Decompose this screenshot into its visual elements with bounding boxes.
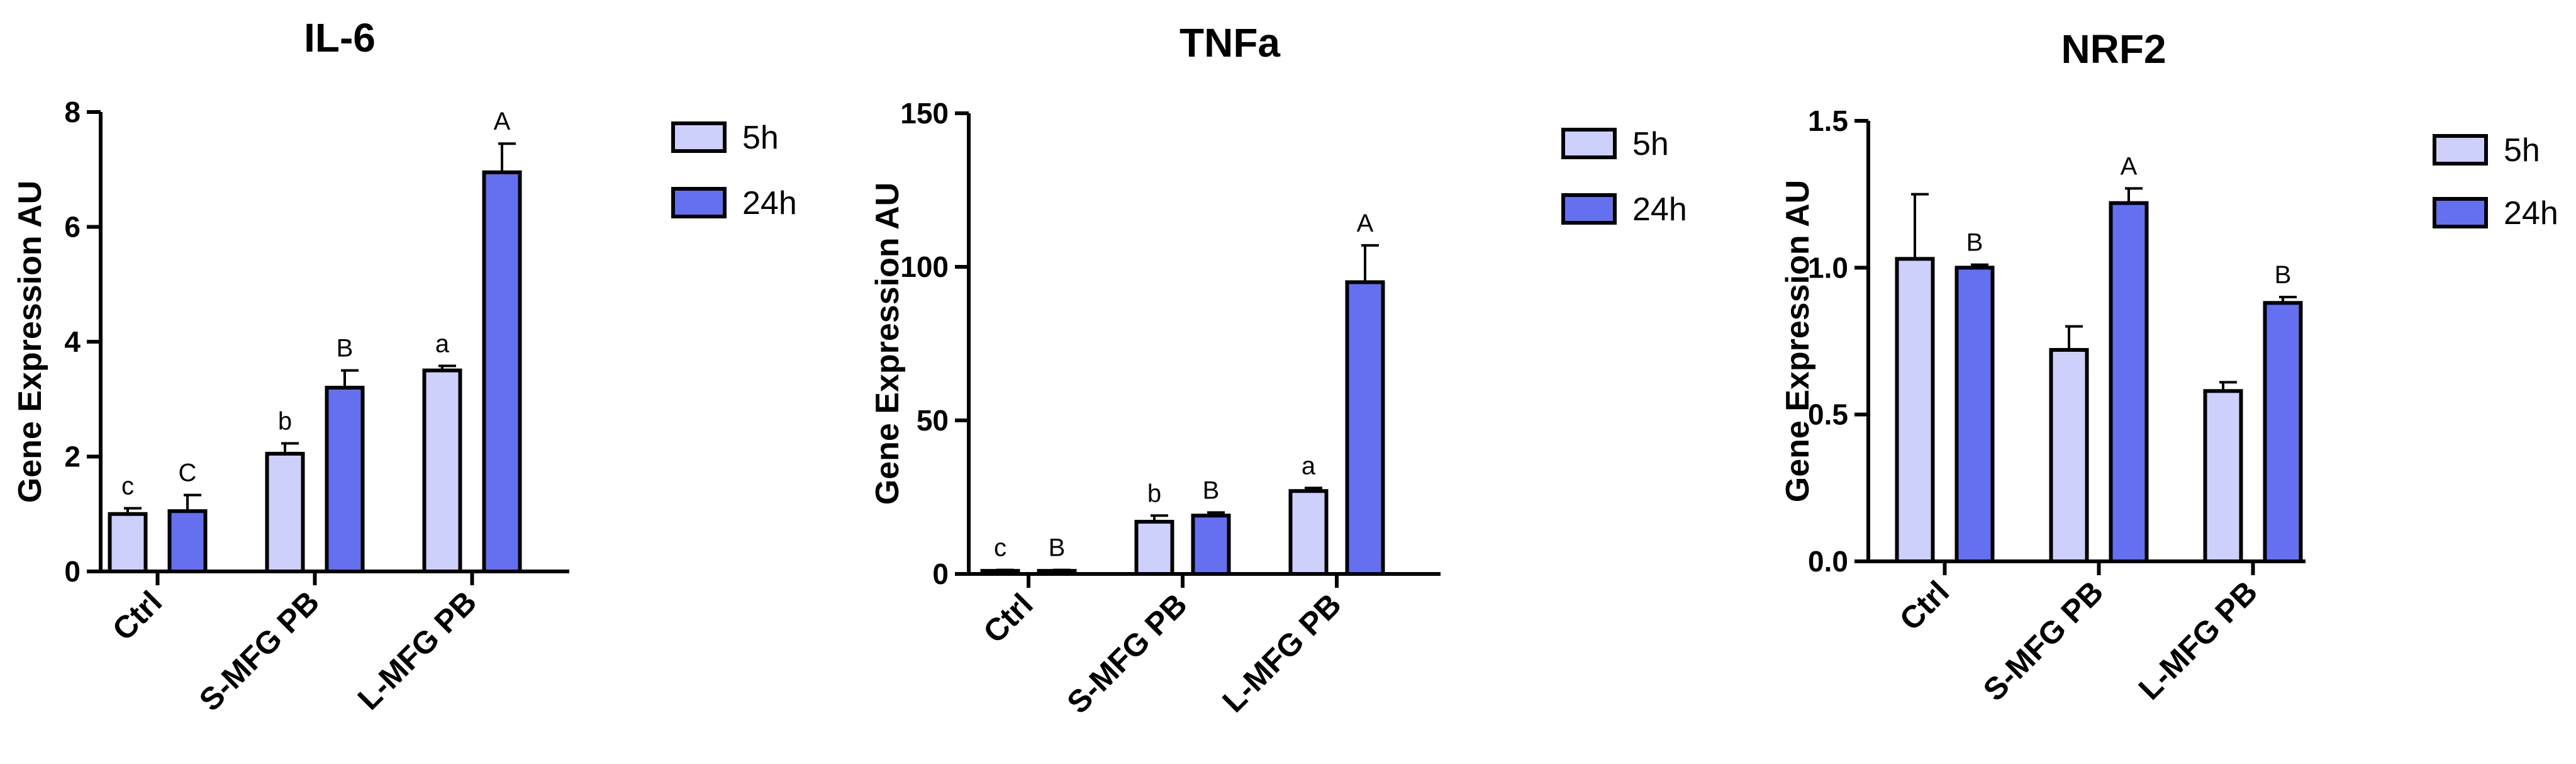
legend-swatch-5h	[671, 121, 727, 153]
legend-label: 5h	[742, 120, 779, 156]
y-tick-label: 6	[64, 211, 81, 244]
significance-letter: a	[435, 330, 450, 357]
significance-letter: B	[2275, 261, 2292, 289]
y-tick-label: 1.5	[1808, 104, 1848, 137]
category-label: L-MFG PB	[351, 584, 483, 716]
significance-letter: b	[1147, 480, 1161, 507]
bar-5h-2	[1288, 489, 1329, 576]
category-label: Ctrl	[106, 584, 169, 647]
significance-letter: C	[179, 459, 197, 487]
y-axis-label: Gene Expression AU	[869, 183, 906, 505]
category-label: S-MFG PB	[192, 584, 326, 717]
category-label: S-MFG PB	[1060, 587, 1193, 720]
significance-letter: b	[278, 408, 292, 435]
y-tick-label: 0.0	[1808, 545, 1848, 578]
legend-swatch-5h	[1561, 128, 1617, 159]
y-axis-label: Gene Expression AU	[1780, 180, 1816, 502]
significance-letter: A	[1357, 210, 1374, 237]
significance-letter: A	[494, 108, 511, 135]
chart-panel-il-6: IL-6 Gene Expression AU 0 2 4 6 8 c C Ctrl b B S-MFG…	[12, 15, 797, 718]
significance-letter: B	[1203, 476, 1220, 504]
chart-title: TNFa	[1179, 20, 1280, 65]
legend-label: 24h	[1632, 191, 1687, 228]
legend-swatch-24h	[1561, 193, 1617, 225]
y-tick-label: 0	[932, 558, 949, 590]
y-tick-label: 2	[64, 441, 81, 473]
category-label: L-MFG PB	[2132, 574, 2264, 706]
bar-24h-0	[1954, 266, 1995, 563]
y-tick-label: 50	[917, 404, 949, 437]
bar-24h-2	[2263, 301, 2303, 563]
legend-swatch-24h	[2433, 197, 2488, 228]
bar-5h-1	[265, 451, 305, 573]
significance-letter: c	[994, 534, 1006, 562]
significance-letter: c	[121, 473, 134, 500]
bar-5h-1	[1134, 520, 1174, 576]
bar-24h-2	[482, 170, 522, 573]
category-label: Ctrl	[1893, 574, 1956, 637]
bar-5h-2	[2203, 389, 2243, 563]
category-label: S-MFG PB	[1977, 574, 2110, 707]
bar-5h-2	[422, 368, 462, 573]
legend-label: 5h	[1632, 126, 1669, 162]
bar-24h-0	[1037, 569, 1077, 576]
bar-24h-1	[325, 386, 365, 573]
significance-letter: B	[1049, 534, 1066, 562]
significance-letter: a	[1302, 452, 1316, 480]
bar-5h-0	[1895, 257, 1935, 563]
category-label: L-MFG PB	[1215, 587, 1347, 719]
chart-title: IL-6	[304, 15, 376, 60]
y-tick-label: 150	[900, 97, 949, 130]
bar-24h-0	[167, 509, 208, 573]
legend-label: 24h	[742, 185, 797, 222]
significance-letter: A	[2121, 152, 2138, 180]
bar-5h-0	[108, 512, 148, 573]
y-axis-label: Gene Expression AU	[12, 181, 48, 503]
bar-5h-0	[980, 569, 1020, 576]
category-label: Ctrl	[976, 587, 1039, 649]
chart-panel-nrf2: NRF2 Gene Expression AU 0.0 0.5 1.0 1.5 B Ctrl A…	[1780, 26, 2558, 708]
legend-swatch-24h	[671, 187, 727, 218]
y-tick-label: 4	[64, 325, 81, 358]
significance-letter: B	[337, 335, 354, 362]
legend-swatch-5h	[2433, 134, 2488, 166]
y-tick-label: 1.0	[1808, 251, 1848, 284]
legend-label: 24h	[2504, 195, 2558, 232]
y-tick-label: 0.5	[1808, 398, 1848, 431]
bar-5h-1	[2049, 348, 2089, 563]
bar-24h-1	[2109, 201, 2149, 563]
y-tick-label: 8	[64, 96, 81, 128]
bar-24h-1	[1191, 514, 1231, 576]
bar-24h-2	[1345, 280, 1385, 576]
legend-label: 5h	[2504, 132, 2540, 169]
significance-letter: B	[1966, 229, 1983, 257]
chart-title: NRF2	[2061, 26, 2166, 72]
y-tick-label: 0	[64, 555, 81, 588]
y-tick-label: 100	[900, 250, 949, 283]
